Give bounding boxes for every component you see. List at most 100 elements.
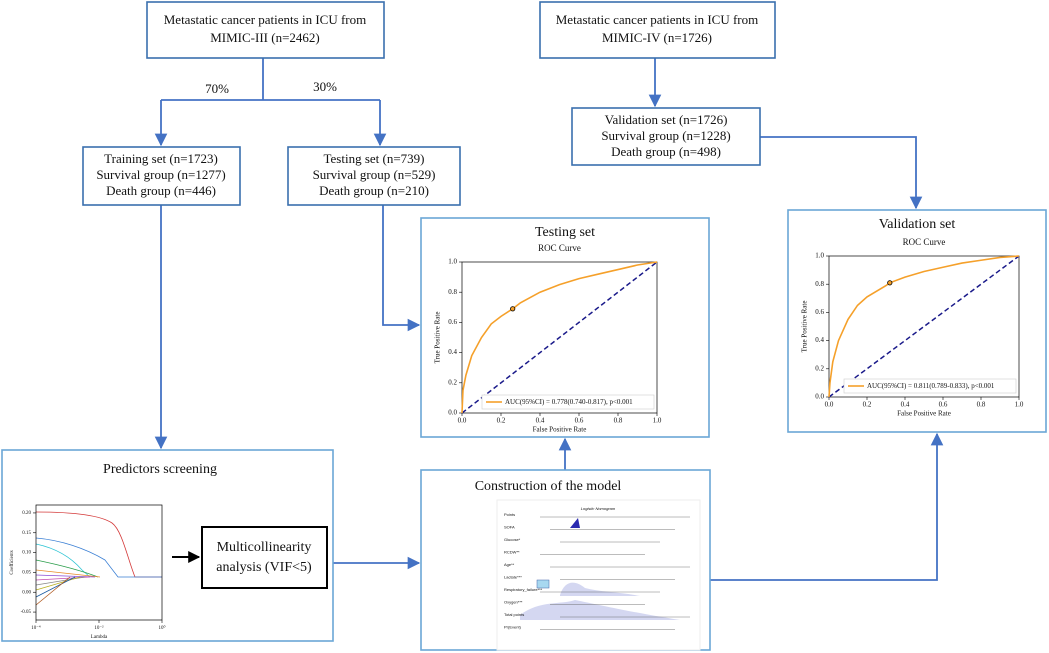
x-tick-label: 10⁰: [158, 625, 165, 631]
y-tick-label: 0.10: [22, 551, 31, 556]
box-text: analysis (VIF<5): [216, 560, 312, 575]
legend-label: AUC(95%CI) = 0.778(0.740-0.817), p<0.001: [505, 398, 633, 406]
plot-frame: [461, 261, 658, 414]
y-tick-label: 0.00: [22, 590, 31, 595]
nomogram-row-label: Lactate***: [504, 575, 522, 580]
box-text: MIMIC-IV (n=1726): [602, 30, 712, 45]
cutoff-point: [887, 280, 893, 286]
nomogram-density: [570, 518, 580, 528]
panel-title: Construction of the model: [475, 479, 622, 494]
x-tick-label: 0.8: [614, 417, 623, 425]
y-tick-label: -0.05: [21, 610, 32, 615]
nomogram-row-label: Points: [504, 512, 515, 517]
diagonal: [461, 261, 658, 414]
split-label: 30%: [313, 79, 337, 94]
nomogram-row-label: Glucose*: [504, 537, 521, 542]
box: [287, 146, 461, 206]
x-tick-label: 10⁻⁴: [31, 625, 41, 631]
y-tick-label: 1.0: [815, 252, 824, 260]
x-axis-label: False Positive Rate: [897, 410, 951, 418]
plot-frame: [828, 255, 1020, 398]
chart-title: ROC Curve: [538, 243, 581, 253]
nomogram-title: Logistic Nomogram: [581, 506, 616, 511]
arrows: [154, 58, 944, 581]
y-tick-label: 1.0: [448, 258, 457, 266]
lasso-paths: [35, 511, 162, 606]
y-tick-label: 0.2: [448, 378, 457, 386]
nomogram-row-label: Total points: [504, 612, 524, 617]
panel-title: Testing set: [535, 225, 595, 240]
y-tick-label: 0.15: [22, 531, 31, 536]
x-tick-label: 0.6: [575, 417, 584, 425]
nomogram-row-label: Oxygen***: [504, 600, 523, 605]
x-tick-label: 1.0: [653, 417, 662, 425]
nomogram-row-label: RCDW**: [504, 550, 520, 555]
box: [201, 526, 328, 589]
box-text: Metastatic cancer patients in ICU from: [556, 12, 759, 27]
box-text: Metastatic cancer patients in ICU from: [164, 12, 367, 27]
nomogram: [496, 499, 701, 651]
box: [82, 146, 241, 206]
box-text: Death group (n=498): [611, 144, 721, 159]
cutoff-point: [510, 306, 516, 312]
panel-title: Validation set: [879, 217, 956, 232]
y-tick-label: 0.2: [815, 364, 824, 372]
panel-title: Predictors screening: [103, 462, 217, 477]
y-tick-label: 0.6: [815, 308, 824, 316]
x-tick-label: 1.0: [1015, 401, 1024, 409]
box: [539, 1, 776, 59]
y-tick-label: 0.8: [448, 288, 457, 296]
arrow: [382, 205, 421, 332]
box-text: Testing set (n=739): [323, 151, 424, 166]
x-tick-label: 0.4: [901, 401, 910, 409]
y-axis-label: True Positive Rate: [434, 312, 442, 364]
nomogram-row-label: Respiratory_failure***: [504, 587, 543, 592]
nomogram-row-label: Pr(Event): [504, 625, 522, 630]
x-tick-label: 0.8: [977, 401, 986, 409]
legend-label: AUC(95%CI) = 0.811(0.789-0.833), p<0.001: [867, 382, 995, 390]
x-tick-label: 0.6: [939, 401, 948, 409]
x-tick-label: 0.2: [863, 401, 872, 409]
y-tick-label: 0.4: [815, 336, 824, 344]
x-tick-label: 0.0: [825, 401, 834, 409]
legend: [481, 394, 655, 410]
box-text: Training set (n=1723): [104, 151, 218, 166]
arrow: [710, 432, 944, 581]
y-axis-label: True Positive Rate: [801, 301, 809, 353]
roc-curve: [461, 261, 658, 414]
y-tick-label: 0.8: [815, 280, 824, 288]
box-text: Death group (n=210): [319, 183, 429, 198]
nomogram-row-label: SOFA: [504, 525, 515, 530]
split-label: 70%: [205, 81, 229, 96]
box-text: Multicollinearity: [217, 540, 312, 555]
box: [571, 107, 761, 166]
x-tick-label: 0.2: [497, 417, 506, 425]
y-tick-label: 0.4: [448, 348, 457, 356]
box-text: Survival group (n=529): [313, 167, 436, 182]
y-tick-label: 0.0: [448, 409, 457, 417]
y-tick-label: 0.05: [22, 571, 31, 576]
x-axis-label: Lambda: [91, 635, 108, 640]
nomogram-box: [536, 579, 550, 589]
nomogram-row-label: Age**: [504, 562, 515, 567]
y-tick-label: 0.0: [815, 393, 824, 401]
x-axis-label: False Positive Rate: [533, 426, 587, 434]
arrow: [760, 136, 923, 210]
box-text: Death group (n=446): [106, 183, 216, 198]
box-text: Survival group (n=1277): [96, 167, 225, 182]
box-text: Validation set (n=1726): [605, 112, 728, 127]
y-tick-label: 0.20: [22, 511, 31, 516]
x-tick-label: 10⁻²: [94, 625, 104, 631]
x-tick-label: 0.4: [536, 417, 545, 425]
legend: [843, 378, 1017, 394]
nomogram-density: [520, 600, 680, 620]
box-text: Survival group (n=1228): [601, 128, 730, 143]
nomogram-density: [560, 582, 640, 596]
chart-title: ROC Curve: [903, 237, 946, 247]
y-axis-label: Coefficients: [10, 550, 15, 574]
y-tick-label: 0.6: [448, 318, 457, 326]
x-tick-label: 0.0: [458, 417, 467, 425]
box-text: MIMIC-III (n=2462): [210, 30, 320, 45]
box: [146, 1, 385, 59]
